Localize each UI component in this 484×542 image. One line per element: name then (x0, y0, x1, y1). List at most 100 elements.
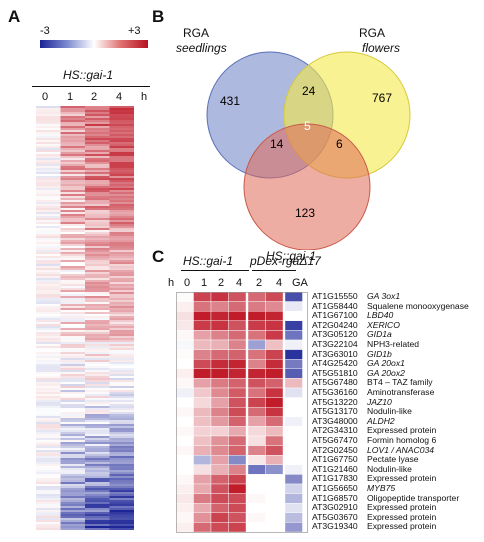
heat-cell (60, 288, 85, 290)
heat-cell (60, 294, 85, 296)
heat-cell (109, 360, 134, 362)
heat-cell (176, 301, 194, 312)
heat-cell (85, 382, 110, 384)
gene-description: GID1b (367, 348, 392, 359)
heat-cell (109, 340, 134, 342)
count-all-three: 5 (304, 119, 311, 133)
heat-cell (85, 362, 110, 364)
heat-cell (36, 382, 61, 384)
heat-cell (176, 339, 194, 350)
heat-cell (85, 486, 110, 488)
heat-cell (85, 416, 110, 418)
heat-cell (85, 250, 110, 252)
gene-id: AT1G21460 (312, 463, 358, 474)
heat-cell (85, 202, 110, 204)
heat-cell (85, 526, 110, 528)
heat-cell (284, 339, 303, 350)
heat-cell (60, 282, 85, 284)
heat-cell (85, 116, 110, 118)
heat-cell (60, 454, 85, 456)
count-seedlings-gai: 14 (270, 137, 284, 151)
heat-cell (85, 496, 110, 498)
heat-cell (36, 282, 61, 284)
gene-description: LOV1 / ANAC034 (367, 444, 435, 455)
gene-description: GA 20ox1 (367, 358, 405, 369)
heat-cell (228, 522, 247, 533)
heat-cell (109, 162, 134, 164)
heat-cell (36, 130, 61, 132)
heat-cell (60, 528, 85, 530)
heat-cell (85, 298, 110, 300)
heat-cell (109, 342, 134, 344)
heat-cell (109, 438, 134, 440)
heat-cell (109, 250, 134, 252)
heat-cell (85, 368, 110, 370)
heat-cell (85, 240, 110, 242)
panel-a-time-4: 4 (116, 91, 123, 103)
heat-cell (85, 230, 110, 232)
heat-cell (36, 122, 61, 124)
heat-cell (109, 236, 134, 238)
heat-cell (85, 388, 110, 390)
heat-cell (247, 474, 266, 485)
gene-row: AT5G13170 Nodulin-like (312, 406, 412, 417)
heat-cell (85, 384, 110, 386)
gene-description: MYB75 (367, 483, 396, 493)
heat-cell (60, 186, 85, 188)
heat-cell (36, 508, 61, 510)
heat-cell (228, 445, 247, 456)
gene-row: AT2G34310 Expressed protein (312, 426, 436, 436)
heat-cell (60, 140, 85, 142)
heat-cell (193, 502, 212, 513)
heat-cell (36, 480, 61, 482)
heat-cell (85, 482, 110, 484)
heat-cell (36, 230, 61, 232)
heat-cell (36, 202, 61, 204)
heat-cell (60, 370, 85, 372)
heat-cell (85, 334, 110, 336)
heat-cell (36, 270, 61, 272)
heat-cell (109, 424, 134, 426)
heat-cell (36, 188, 61, 190)
panel-c-col-1: 1 (201, 277, 208, 289)
heat-cell (60, 258, 85, 260)
heat-cell (36, 380, 61, 382)
heat-cell (85, 222, 110, 224)
heat-cell (60, 174, 85, 176)
heat-cell (193, 483, 212, 494)
heat-cell (109, 504, 134, 506)
heat-cell (109, 268, 134, 270)
heat-cell (109, 464, 134, 466)
heat-cell (265, 358, 284, 369)
heat-cell (109, 326, 134, 328)
heat-cell (60, 286, 85, 288)
heat-cell (85, 326, 110, 328)
heat-cell (85, 400, 110, 402)
heat-cell (193, 349, 212, 360)
heat-cell (109, 502, 134, 504)
heat-cell (36, 118, 61, 120)
heat-cell (85, 214, 110, 216)
heat-cell (60, 290, 85, 292)
heat-cell (85, 414, 110, 416)
heat-cell (109, 178, 134, 180)
heat-cell (193, 387, 212, 398)
heat-cell (60, 224, 85, 226)
heat-cell (36, 362, 61, 364)
gene-description: Pectate lyase (367, 454, 419, 465)
heat-cell (60, 206, 85, 208)
heat-cell (228, 502, 247, 513)
heat-cell (109, 282, 134, 284)
gene-id: AT4G25420 (312, 358, 358, 369)
heat-cell (176, 311, 194, 322)
heat-cell (85, 392, 110, 394)
heat-cell (60, 322, 85, 324)
heat-cell (85, 244, 110, 246)
heat-cell (60, 108, 85, 110)
heat-cell (60, 222, 85, 224)
heat-cell (109, 472, 134, 474)
heat-cell (109, 390, 134, 392)
heat-cell (85, 126, 110, 128)
heat-cell (85, 206, 110, 208)
heat-cell (85, 512, 110, 514)
